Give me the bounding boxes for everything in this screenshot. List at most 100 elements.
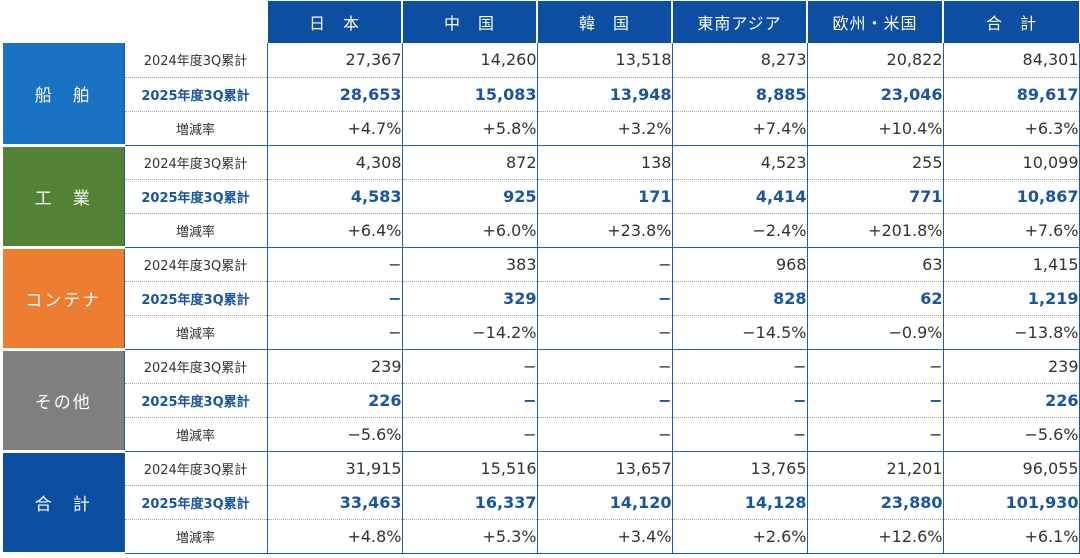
table-cell: 14,128 bbox=[672, 485, 808, 520]
table-cell: 383 bbox=[402, 247, 538, 282]
table-cell: − bbox=[537, 281, 673, 316]
row-label: 2024年度3Q累計 bbox=[123, 247, 268, 282]
table-cell: 239 bbox=[943, 349, 1080, 384]
table-cell: 138 bbox=[537, 145, 673, 180]
table-cell: +5.3% bbox=[402, 519, 538, 554]
table-cell: 33,463 bbox=[267, 485, 403, 520]
table-cell: 14,260 bbox=[402, 43, 538, 78]
table-row: その他 2024年度3Q累計 239− − − −239 bbox=[3, 349, 1080, 453]
table-cell: 16,337 bbox=[402, 485, 538, 520]
table-cell: 872 bbox=[402, 145, 538, 180]
table-row: 2025年度3Q累計 −329−828 62 1,219 bbox=[3, 281, 1080, 316]
column-header-europe-us: 欧州・米国 bbox=[806, 1, 943, 43]
row-label: 2024年度3Q累計 bbox=[123, 43, 268, 78]
table-cell: 4,583 bbox=[267, 179, 403, 214]
table-cell: 27,367 bbox=[267, 43, 403, 78]
table-cell: +6.4% bbox=[267, 213, 403, 248]
table-row: 2025年度3Q累計 226− − − −226 bbox=[3, 383, 1080, 418]
table-cell: − bbox=[537, 417, 673, 452]
row-label: 増減率 bbox=[123, 111, 268, 146]
table-cell: −0.9% bbox=[807, 315, 944, 350]
table-cell: 10,867 bbox=[943, 179, 1080, 214]
row-label: 2025年度3Q累計 bbox=[123, 281, 268, 316]
table-cell: +12.6% bbox=[807, 519, 944, 554]
table-cell: 828 bbox=[672, 281, 808, 316]
table-cell: 23,880 bbox=[807, 485, 944, 520]
row-label: 2025年度3Q累計 bbox=[123, 77, 268, 112]
table-row: 増減率 +4.8% +5.3% +3.4% +2.6% +12.6% +6.1% bbox=[3, 519, 1080, 554]
table-cell: 63 bbox=[807, 247, 944, 282]
table-cell: 96,055 bbox=[943, 451, 1080, 486]
header-corner-blank bbox=[3, 1, 124, 43]
row-label: 2024年度3Q累計 bbox=[123, 349, 268, 384]
table-row: 増減率 +6.4% +6.0% +23.8% −2.4% +201.8% +7.6% bbox=[3, 213, 1080, 248]
row-label: 2025年度3Q累計 bbox=[123, 383, 268, 418]
table-cell: −5.6% bbox=[943, 417, 1080, 452]
table-cell: − bbox=[537, 383, 673, 418]
table-cell: +4.7% bbox=[267, 111, 403, 146]
table-cell: 13,657 bbox=[537, 451, 673, 486]
table-cell: +3.2% bbox=[537, 111, 673, 146]
table-row: 増減率 − −14.2% − −14.5% −0.9% −13.8% bbox=[3, 315, 1080, 350]
column-header-southeast-asia: 東南アジア bbox=[671, 1, 807, 43]
table-row: 増減率 +4.7% +5.8% +3.2% +7.4% +10.4% +6.3% bbox=[3, 111, 1080, 146]
table-cell: 171 bbox=[537, 179, 673, 214]
table-cell: 28,653 bbox=[267, 77, 403, 112]
table-row: 2025年度3Q累計 4,583 925 171 4,414 771 10,867 bbox=[3, 179, 1080, 214]
group-label: 合 計 bbox=[3, 451, 124, 555]
table-cell: − bbox=[672, 417, 808, 452]
table-cell: 21,201 bbox=[807, 451, 944, 486]
table-cell: +7.4% bbox=[672, 111, 808, 146]
table-cell: 13,948 bbox=[537, 77, 673, 112]
table-row: コンテナ 2024年度3Q累計 −383−968 63 1,415 bbox=[3, 247, 1080, 351]
header-row: 日 本 中 国 韓 国 東南アジア 欧州・米国 合 計 bbox=[3, 1, 1079, 43]
table-cell: 4,308 bbox=[267, 145, 403, 180]
row-label: 2024年度3Q累計 bbox=[123, 145, 268, 180]
table-cell: − bbox=[672, 383, 808, 418]
table-cell: 15,083 bbox=[402, 77, 538, 112]
table-cell: 255 bbox=[807, 145, 944, 180]
table-cell: 13,765 bbox=[672, 451, 808, 486]
table-row: 2025年度3Q累計 28,653 15,083 13,948 8,885 23,046 8… bbox=[3, 77, 1080, 112]
table-body: 船 舶 2024年度3Q累計 27,367 14,260 13,518 8,273 20,8… bbox=[3, 43, 1080, 555]
row-label: 増減率 bbox=[123, 417, 268, 452]
table-cell: −14.2% bbox=[402, 315, 538, 350]
row-label: 2025年度3Q累計 bbox=[123, 179, 268, 214]
table-row: 2025年度3Q累計 33,463 16,337 14,120 14,128 23,880… bbox=[3, 485, 1080, 520]
table-cell: +10.4% bbox=[807, 111, 944, 146]
table-cell: +3.4% bbox=[537, 519, 673, 554]
table-cell: − bbox=[807, 417, 944, 452]
table-cell: − bbox=[402, 383, 538, 418]
table-cell: +7.6% bbox=[943, 213, 1080, 248]
table-cell: −13.8% bbox=[943, 315, 1080, 350]
table-cell: +4.8% bbox=[267, 519, 403, 554]
table-cell: 1,219 bbox=[943, 281, 1080, 316]
table-cell: 84,301 bbox=[943, 43, 1080, 78]
table-cell: 4,523 bbox=[672, 145, 808, 180]
table-cell: 23,046 bbox=[807, 77, 944, 112]
group-label: 船 舶 bbox=[3, 43, 124, 147]
table-cell: − bbox=[267, 281, 403, 316]
table-cell: 20,822 bbox=[807, 43, 944, 78]
table-cell: +2.6% bbox=[672, 519, 808, 554]
row-label: 増減率 bbox=[123, 519, 268, 554]
table-cell: 4,414 bbox=[672, 179, 808, 214]
table-cell: +5.8% bbox=[402, 111, 538, 146]
table-cell: − bbox=[537, 247, 673, 282]
table-cell: 10,099 bbox=[943, 145, 1080, 180]
table-cell: 771 bbox=[807, 179, 944, 214]
row-label: 増減率 bbox=[123, 315, 268, 350]
table-cell: −14.5% bbox=[672, 315, 808, 350]
table-cell: 15,516 bbox=[402, 451, 538, 486]
table-cell: 13,518 bbox=[537, 43, 673, 78]
table-cell: 62 bbox=[807, 281, 944, 316]
table-cell: 239 bbox=[267, 349, 403, 384]
table-cell: +6.0% bbox=[402, 213, 538, 248]
regional-sales-table: 日 本 中 国 韓 国 東南アジア 欧州・米国 合 計 船 舶 2024年度3Q累… bbox=[3, 1, 1080, 555]
table-cell: − bbox=[267, 315, 403, 350]
table-row: 船 舶 2024年度3Q累計 27,367 14,260 13,518 8,273 20,8… bbox=[3, 43, 1080, 147]
table-cell: +23.8% bbox=[537, 213, 673, 248]
column-header-china: 中 国 bbox=[401, 1, 537, 43]
column-header-total: 合 計 bbox=[942, 1, 1079, 43]
table-cell: − bbox=[537, 315, 673, 350]
